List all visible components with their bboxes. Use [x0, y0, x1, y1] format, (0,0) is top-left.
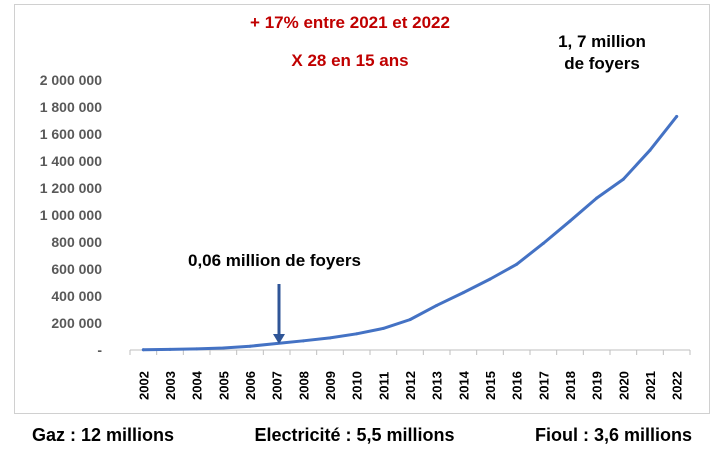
footer-fioul: Fioul : 3,6 millions [534, 424, 692, 445]
end-label-line-1: 1, 7 million [558, 32, 646, 51]
chart-frame [14, 4, 710, 414]
x-tick-label: 2020 [616, 371, 631, 400]
y-tick-label: 200 000 [51, 315, 102, 331]
y-tick-label: - [97, 342, 102, 358]
x-tick-label: 2010 [350, 371, 365, 400]
data-point [195, 347, 199, 351]
end-label-line-2: de foyers [564, 54, 640, 73]
x-tick-label: 2011 [376, 372, 391, 400]
data-point [381, 326, 385, 330]
data-point [408, 318, 412, 322]
y-tick-label: 1 000 000 [40, 207, 102, 223]
x-tick-label: 2021 [643, 371, 658, 400]
footer-electricite: Electricité : 5,5 millions [254, 424, 455, 445]
x-tick-label: 2006 [243, 371, 258, 400]
data-point [648, 148, 652, 152]
y-tick-label: 1 200 000 [40, 180, 102, 196]
data-point [461, 291, 465, 295]
x-tick-label: 2018 [563, 371, 578, 400]
x-tick-label: 2003 [163, 371, 178, 400]
x-tick-label: 2002 [136, 371, 151, 400]
data-point [675, 114, 679, 118]
x-tick-label: 2013 [430, 371, 445, 400]
x-tick-label: 2014 [456, 370, 471, 400]
y-tick-label: 1 600 000 [40, 126, 102, 142]
y-tick-label: 400 000 [51, 288, 102, 304]
x-tick-label: 2009 [323, 371, 338, 400]
data-point [355, 332, 359, 336]
y-tick-label: 1 800 000 [40, 99, 102, 115]
growth-annotation-1: + 17% entre 2021 et 2022 [250, 13, 450, 32]
data-point [515, 262, 519, 266]
data-point [621, 177, 625, 181]
data-point [595, 196, 599, 200]
data-point [328, 336, 332, 340]
arrow-icon [273, 284, 285, 344]
y-tick-label: 2 000 000 [40, 72, 102, 88]
x-axis-tick-marks [129, 350, 691, 355]
data-point [568, 219, 572, 223]
y-tick-label: 600 000 [51, 261, 102, 277]
data-points [141, 114, 679, 352]
footer-gaz: Gaz : 12 millions [32, 424, 175, 445]
data-point [488, 277, 492, 281]
x-tick-label: 2022 [670, 371, 685, 400]
x-tick-label: 2019 [590, 371, 605, 400]
data-point [221, 346, 225, 350]
x-tick-label: 2004 [190, 370, 205, 400]
footer-stats: Gaz : 12 millions Electricité : 5,5 mill… [0, 420, 720, 450]
data-point [275, 342, 279, 346]
x-tick-label: 2007 [270, 371, 285, 400]
x-tick-label: 2012 [403, 371, 418, 400]
y-tick-label: 1 400 000 [40, 153, 102, 169]
growth-annotation-2: X 28 en 15 ans [291, 51, 408, 70]
x-axis-ticks: 2002 2003 2004 2005 2006 2007 2008 2009 2010 2011… [136, 370, 684, 400]
data-point [541, 241, 545, 245]
data-point [301, 339, 305, 343]
x-tick-label: 2017 [536, 371, 551, 400]
x-tick-label: 2005 [216, 371, 231, 400]
x-tick-label: 2015 [483, 371, 498, 400]
data-point [435, 303, 439, 307]
start-label: 0,06 million de foyers [188, 251, 361, 270]
y-axis-ticks: - 200 000 400 000 600 000 800 000 1 000 000 1 … [40, 72, 103, 358]
data-point [168, 347, 172, 351]
x-tick-label: 2016 [510, 371, 525, 400]
data-point [141, 348, 145, 352]
data-point [248, 344, 252, 348]
series-line [141, 114, 679, 352]
chart-svg: - 200 000 400 000 600 000 800 000 1 000 000 1 … [40, 13, 691, 400]
y-tick-label: 800 000 [51, 234, 102, 250]
x-tick-label: 2008 [296, 371, 311, 400]
